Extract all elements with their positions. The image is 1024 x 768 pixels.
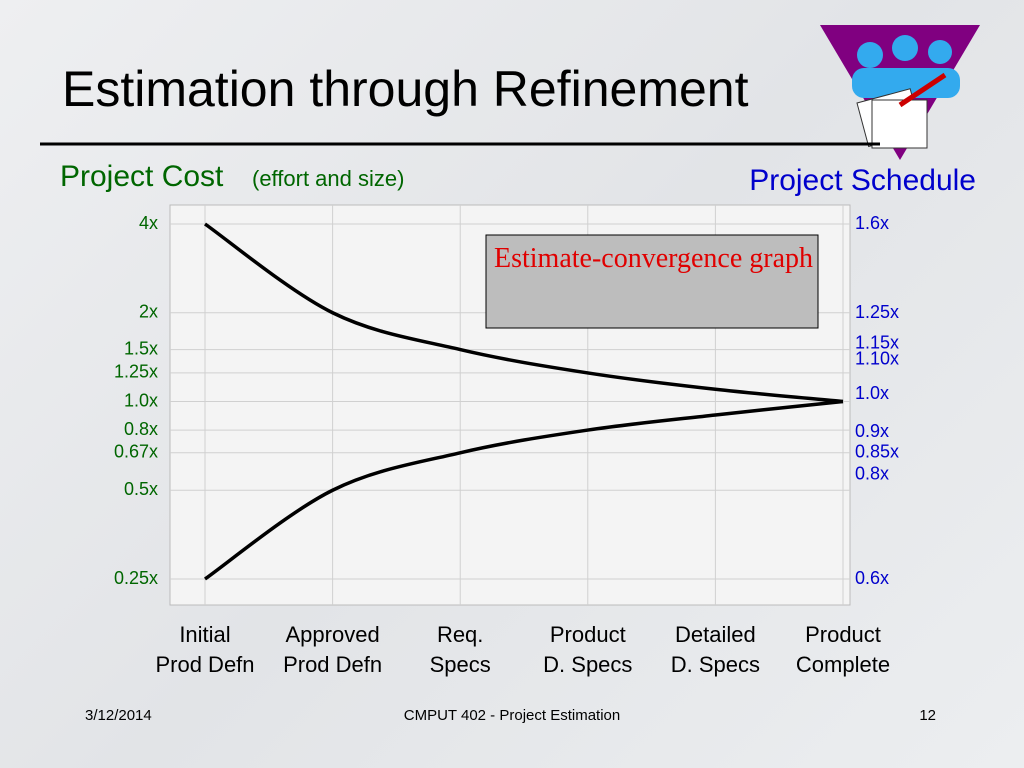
y2-tick-label: 0.9x bbox=[855, 421, 889, 441]
y2-tick-label: 1.15x bbox=[855, 332, 899, 352]
annotation-box bbox=[485, 234, 819, 329]
y-tick-label: 4x bbox=[139, 213, 158, 233]
clipart-papers bbox=[856, 72, 947, 149]
x-tick-label: Product D. Specs bbox=[543, 622, 633, 677]
curve bbox=[204, 399, 844, 581]
y2-tick-label: 0.85x bbox=[855, 442, 899, 462]
x-tick-label: Initial Prod Defn bbox=[155, 622, 255, 677]
y2-axis-label: Project Schedule bbox=[749, 164, 976, 197]
y2-tick-label: 1.6x bbox=[855, 213, 889, 233]
y-tick-label: 0.8x bbox=[124, 419, 158, 439]
y-tick-label: 1.0x bbox=[124, 390, 158, 410]
annotation-holder: Estimate-convergence graph bbox=[494, 243, 814, 274]
x-tick-label: Detailed D. Specs bbox=[670, 622, 761, 677]
y-tick-label: 0.5x bbox=[124, 479, 158, 499]
x-tick-label: Product Complete bbox=[795, 622, 891, 677]
y-tick-label: 0.25x bbox=[114, 568, 158, 588]
y-axis-note: (effort and size) bbox=[252, 166, 404, 191]
annotation: Estimate-convergence graph bbox=[494, 243, 814, 274]
footer-page: 12 bbox=[919, 707, 936, 724]
y-tick-label: 1.5x bbox=[124, 338, 158, 358]
footer-date: 3/12/2014 bbox=[85, 707, 152, 724]
y-tick-label: 1.25x bbox=[114, 362, 158, 382]
footer-course: CMPUT 402 - Project Estimation bbox=[404, 707, 620, 724]
y2-tick-label: 0.8x bbox=[855, 464, 889, 484]
curve bbox=[204, 222, 844, 404]
y2-tick-label: 1.0x bbox=[855, 383, 889, 403]
slide-title: Estimation through Refinement bbox=[62, 61, 749, 117]
y2-tick-label: 1.10x bbox=[855, 348, 899, 368]
y-tick-label: 0.67x bbox=[114, 442, 158, 462]
x-tick-label: Req. Specs bbox=[429, 622, 491, 677]
y-axis-label: Project Cost bbox=[60, 160, 224, 193]
clipart-people bbox=[852, 35, 960, 98]
y-tick-label: 2x bbox=[139, 302, 158, 322]
y2-tick-label: 1.25x bbox=[855, 302, 899, 322]
y2-tick-label: 0.6x bbox=[855, 568, 889, 588]
x-tick-label: Approved Prod Defn bbox=[283, 622, 383, 677]
